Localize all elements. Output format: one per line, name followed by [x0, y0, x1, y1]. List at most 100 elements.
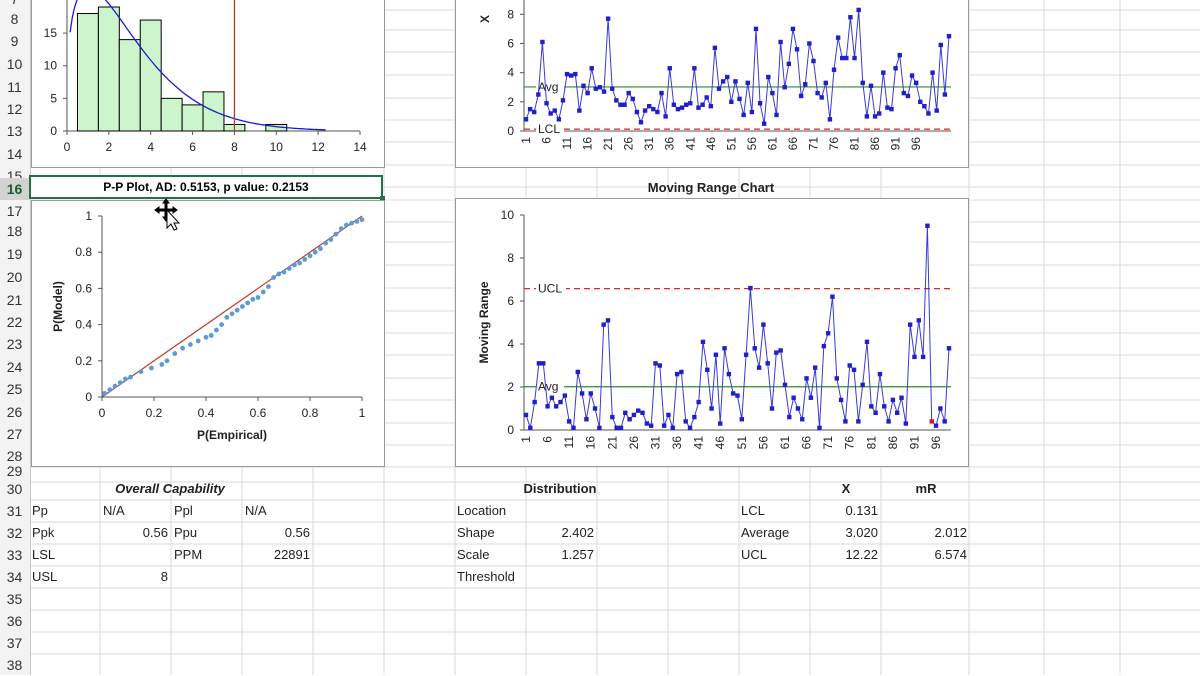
pp-point	[349, 220, 354, 226]
location-label[interactable]: Location	[457, 503, 507, 518]
x-point	[605, 16, 611, 21]
y-tick-label: 6	[507, 36, 514, 50]
row-number[interactable]: 26	[6, 404, 23, 420]
y-axis-label: Moving Range	[477, 281, 491, 363]
row-header-column: 7891011121314151617181920212223242526272…	[0, 0, 31, 675]
pp-point	[159, 362, 165, 367]
pp-point	[164, 358, 170, 364]
average-mr-value[interactable]: 2.012	[934, 525, 967, 540]
x-point	[770, 90, 775, 96]
row-number[interactable]: 14	[6, 146, 23, 162]
row-number[interactable]: 25	[6, 381, 23, 397]
pp-point	[281, 269, 287, 275]
ucl-mr-value[interactable]: 6.574	[934, 547, 967, 562]
row-number[interactable]: 31	[6, 503, 23, 519]
row-number[interactable]: 10	[6, 56, 23, 72]
ucl-label[interactable]: UCL	[741, 547, 768, 562]
usl-value[interactable]: 8	[160, 569, 168, 584]
ppl-value[interactable]: N/A	[245, 503, 267, 518]
ppm-label[interactable]: PPM	[174, 547, 203, 562]
x-tick-label: 46	[713, 436, 727, 450]
y-axis-label: P(Model)	[51, 281, 65, 332]
row-number[interactable]: 29	[6, 463, 23, 479]
threshold-label[interactable]: Threshold	[457, 569, 515, 584]
x-tick-label: 81	[848, 137, 862, 151]
row-number[interactable]: 16	[0, 178, 29, 200]
row-number[interactable]: 27	[6, 426, 23, 442]
row-number[interactable]: 7	[0, 0, 29, 10]
row-number[interactable]: 11	[7, 79, 22, 95]
mr-point	[899, 395, 904, 400]
scale-value[interactable]: 1.257	[561, 547, 594, 562]
x-point	[601, 89, 607, 94]
selection-handle[interactable]	[380, 196, 385, 201]
pp-point	[208, 333, 214, 338]
row-number[interactable]: 20	[6, 269, 23, 285]
row-number[interactable]: 33	[6, 547, 23, 563]
ppk-value[interactable]: 0.56	[142, 525, 168, 540]
pp-point	[312, 249, 318, 255]
usl-label[interactable]: USL	[32, 569, 58, 584]
x-chart[interactable]: 0 2 4 6 8 Avg LCL 1 6 11 16 21 26 31 36 41 46 51 56 61 66 71 7…	[455, 0, 969, 168]
y-tick-label: 10	[501, 208, 515, 222]
row-number[interactable]: 21	[6, 292, 23, 308]
pp-point	[224, 314, 230, 320]
mr-point	[627, 417, 632, 422]
row-number[interactable]: 24	[6, 359, 23, 375]
row-number[interactable]: 23	[6, 336, 23, 352]
x-point	[815, 90, 820, 96]
row-number[interactable]: 9	[10, 33, 19, 49]
ppl-label[interactable]: Ppl	[174, 503, 193, 518]
x-point	[934, 108, 939, 113]
lsl-label[interactable]: LSL	[32, 547, 56, 562]
x-point	[700, 102, 705, 107]
row-number[interactable]: 35	[6, 591, 23, 607]
row-number[interactable]: 17	[6, 203, 23, 219]
row-number[interactable]: 18	[6, 223, 23, 239]
moving-range-chart[interactable]: 0 2 4 6 8 10 UCL Avg 1 6 11 16 21 26 31 36 41 46 51 56 61 66 7…	[455, 198, 969, 467]
pp-plot-chart[interactable]: 0 0 0.2 0.2 0.4 0.4 0.6 0.6 0.8 0.8 1 1 P(Empirical)…	[31, 200, 385, 467]
shape-value[interactable]: 2.402	[561, 525, 594, 540]
row-number[interactable]: 13	[6, 123, 23, 139]
x-point	[696, 105, 701, 110]
x-tick-label: 71	[806, 137, 820, 151]
mr-point	[946, 346, 952, 351]
average-label[interactable]: Average	[741, 525, 790, 540]
row-number[interactable]: 8	[10, 11, 19, 27]
lcl-x-value[interactable]: 0.131	[845, 503, 878, 518]
x-point	[942, 92, 948, 97]
average-x-value[interactable]: 3.020	[845, 525, 878, 540]
row-number[interactable]: 37	[6, 635, 23, 651]
pp-label[interactable]: Pp	[32, 503, 48, 518]
x-tick-label: 66	[786, 137, 800, 151]
mr-point	[769, 406, 775, 411]
row-number[interactable]: 34	[6, 569, 23, 585]
row-number[interactable]: 12	[6, 101, 23, 117]
ucl-x-value[interactable]: 12.22	[845, 547, 878, 562]
x-point	[840, 55, 845, 61]
row-number[interactable]: 38	[6, 657, 23, 673]
pp-plot-title[interactable]: P-P Plot, AD: 0.5153, p value: 0.2153	[29, 175, 383, 199]
x-tick-label: 26	[622, 137, 636, 151]
histogram-chart[interactable]: 0 5 10 15 0 2 4 6 8 10 12 14	[31, 0, 385, 168]
row-number[interactable]: 36	[6, 613, 23, 629]
histogram-bar	[76, 13, 99, 132]
row-number[interactable]: 19	[6, 246, 23, 262]
pp-value[interactable]: N/A	[103, 503, 125, 518]
x-tick-label: 61	[778, 436, 792, 450]
ppm-value[interactable]: 22891	[273, 547, 310, 562]
mr-point	[718, 421, 723, 426]
ppk-label[interactable]: Ppk	[32, 525, 55, 540]
row-number[interactable]: 22	[6, 314, 23, 330]
shape-label[interactable]: Shape	[457, 525, 495, 540]
row-number[interactable]: 28	[6, 448, 23, 464]
ppu-value[interactable]: 0.56	[284, 525, 310, 540]
ppu-label[interactable]: Ppu	[174, 525, 198, 540]
mr-point	[774, 350, 779, 355]
lcl-label[interactable]: LCL	[741, 503, 765, 518]
mr-point	[735, 393, 740, 398]
scale-label[interactable]: Scale	[457, 547, 490, 562]
row-number[interactable]: 30	[6, 481, 23, 497]
x-point	[790, 26, 796, 32]
row-number[interactable]: 32	[6, 525, 23, 541]
